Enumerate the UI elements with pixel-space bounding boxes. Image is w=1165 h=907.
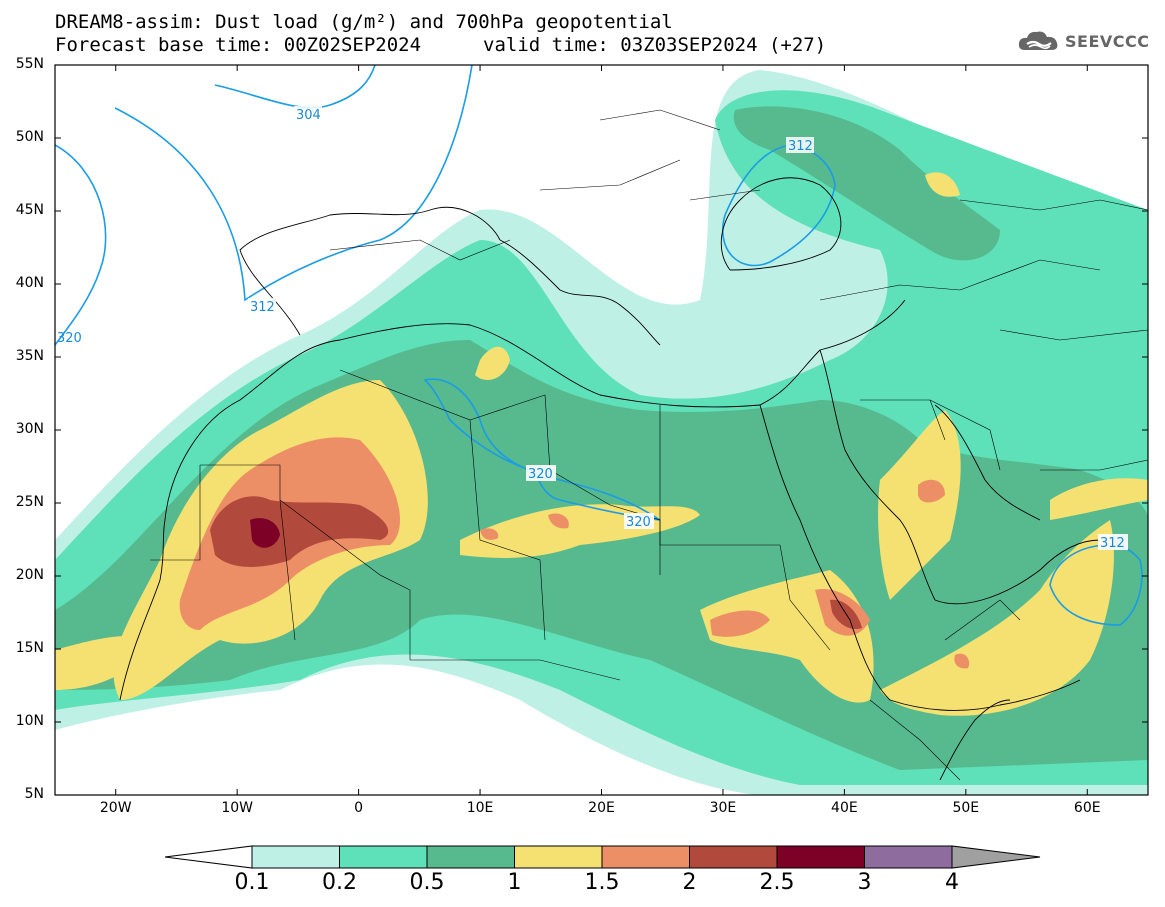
colorbar-label: 0.1 (234, 870, 270, 895)
dust-level-2.5 (250, 518, 280, 548)
logo-text: SEEVCCC (1065, 31, 1150, 51)
contour-labels: 304 312 312 320 320 312 320 (57, 106, 1128, 551)
lon-label: 0 (354, 800, 364, 816)
colorbar-label: 4 (945, 870, 959, 895)
lon-label: 10W (221, 800, 253, 816)
colorbar-swatch (864, 845, 953, 869)
lon-label: 20E (588, 800, 615, 816)
lat-label: 45N (15, 202, 44, 218)
colorbar-label: 2 (682, 870, 697, 895)
lat-label: 10N (15, 713, 44, 729)
lat-label: 35N (15, 348, 44, 364)
lat-label: 20N (15, 567, 44, 583)
dust-level-2 (210, 496, 389, 567)
lon-label: 50E (952, 800, 980, 816)
dust-fields (55, 65, 1148, 795)
map-title: DREAM8-assim: Dust load (g/m²) and 700hP… (55, 11, 673, 33)
lat-label: 15N (15, 640, 44, 656)
contour-label: 312 (250, 300, 275, 315)
colorbar-upper-arrow (951, 845, 1041, 869)
geopotential-contour (114, 65, 473, 302)
coastlines (119, 177, 1101, 781)
colorbar-swatch (251, 845, 340, 869)
lat-label: 30N (15, 421, 44, 437)
lat-label: 50N (15, 129, 44, 145)
contour-label: 320 (57, 331, 82, 346)
axis-ticks (55, 64, 1148, 796)
contour-label: 312 (1100, 536, 1125, 551)
colorbar-label: 3 (857, 870, 872, 895)
valid-time: valid time: 03Z03SEP2024 (+27) (483, 34, 827, 56)
lat-label: 55N (15, 56, 44, 72)
lat-label: 25N (15, 494, 44, 510)
contour-label: 320 (626, 515, 651, 530)
geopotential-contour (722, 144, 836, 267)
contour-label: 312 (788, 139, 813, 154)
contour-label: 304 (296, 108, 321, 123)
lon-label: 30E (709, 800, 737, 816)
colorbar-label: 1 (507, 870, 522, 895)
country-borders (150, 109, 1148, 781)
colorbar-swatch (426, 845, 515, 869)
geopotential-contour (214, 65, 376, 109)
lon-label: 40E (831, 800, 858, 816)
colorbar-swatch (514, 845, 603, 869)
colorbar-lower-arrow (164, 845, 253, 869)
cloud-icon (1018, 31, 1058, 50)
lon-label: 20W (99, 800, 132, 816)
lon-label: 10E (466, 800, 494, 816)
colorbar-swatch (689, 845, 778, 869)
lon-label: 60E (1073, 800, 1101, 816)
colorbar-label: 0.5 (409, 870, 445, 895)
geopotential-contour (1049, 544, 1143, 626)
colorbar-swatch (339, 845, 428, 869)
contour-label: 320 (528, 467, 553, 482)
colorbar-swatch (776, 845, 865, 869)
forecast-base-time: Forecast base time: 00Z02SEP2024 (55, 34, 422, 56)
colorbar-label: 2.5 (759, 870, 795, 895)
colorbar-swatch (601, 845, 690, 869)
colorbar-label: 1.5 (584, 870, 620, 895)
colorbar (164, 845, 1041, 869)
colorbar-label: 0.2 (322, 870, 357, 895)
seevccc-logo: SEEVCCC (1017, 27, 1150, 55)
geopotential-contour (55, 144, 107, 346)
lat-label: 5N (24, 786, 44, 802)
lat-label: 40N (15, 275, 44, 291)
